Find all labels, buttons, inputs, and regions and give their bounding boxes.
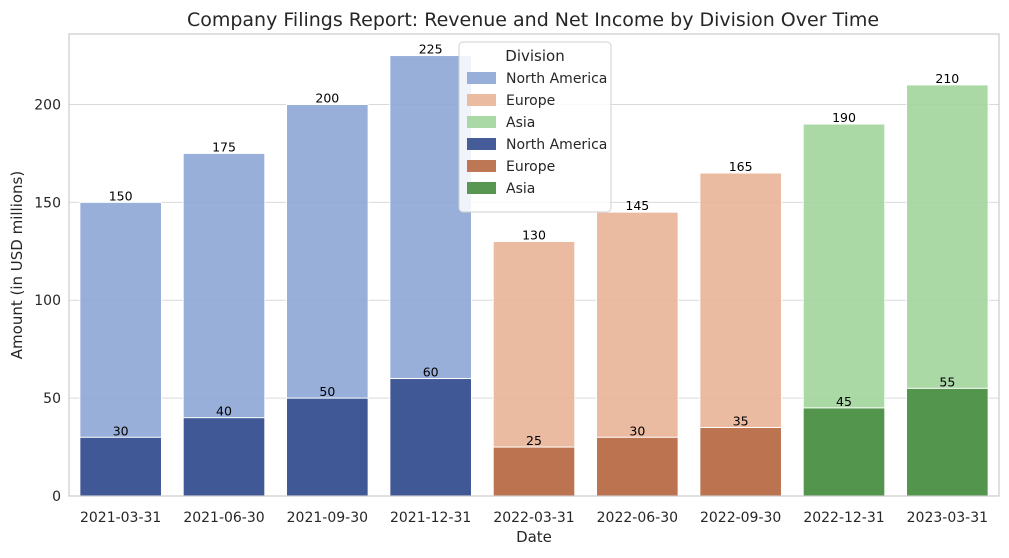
data-label: 225 <box>419 42 443 57</box>
x-tick-label: 2022-12-31 <box>803 510 884 526</box>
data-label: 165 <box>729 159 753 174</box>
data-label: 145 <box>625 198 649 213</box>
data-label: 200 <box>315 90 339 105</box>
data-label: 130 <box>522 228 546 243</box>
data-label: 210 <box>935 71 959 86</box>
x-tick-label: 2022-09-30 <box>700 510 781 526</box>
y-axis-label: Amount (in USD millions) <box>8 171 26 359</box>
data-label-layer: 150 175 200 225 130 145 165 190 210 30 40 50 60 25 30 3… <box>109 42 960 449</box>
legend-swatch <box>467 94 496 106</box>
legend-swatch <box>467 72 496 84</box>
y-tick-label: 150 <box>34 195 61 211</box>
axis-layer: 0 50 100 150 200 2021-03-31 2021-06-30 2021-09-… <box>34 33 1000 526</box>
bar-layer <box>79 55 989 497</box>
legend-swatch <box>467 138 496 150</box>
x-axis-label: Date <box>516 528 552 546</box>
bar-net_income-europe <box>492 446 576 497</box>
legend-swatch <box>467 182 496 194</box>
y-tick-label: 50 <box>43 391 61 407</box>
data-label: 25 <box>526 433 542 448</box>
data-label: 35 <box>733 413 749 428</box>
plot-frame <box>68 33 1000 497</box>
x-tick-label: 2022-06-30 <box>597 510 678 526</box>
y-tick-label: 200 <box>34 97 61 113</box>
bar-net_income-north-america <box>286 397 369 497</box>
legend-entry: North America <box>506 71 607 87</box>
data-label: 190 <box>832 110 856 125</box>
legend-entry: Asia <box>506 181 535 197</box>
data-label: 50 <box>319 384 335 399</box>
bar-net_income-north-america <box>389 378 472 497</box>
legend-entry: North America <box>506 137 607 153</box>
data-label: 150 <box>109 188 133 203</box>
data-label: 40 <box>216 404 232 419</box>
bar-net_income-asia <box>906 387 989 497</box>
bar-net_income-europe <box>596 436 679 497</box>
bar-net_income-north-america <box>79 436 162 497</box>
y-tick-label: 0 <box>52 489 61 505</box>
legend-entry: Europe <box>506 93 555 109</box>
legend-title: Division <box>505 47 564 65</box>
x-tick-label: 2021-03-31 <box>80 510 161 526</box>
data-label: 30 <box>113 423 129 438</box>
x-tick-label: 2021-12-31 <box>390 510 471 526</box>
legend-box <box>458 41 612 213</box>
data-label: 30 <box>629 423 645 438</box>
legend-swatch <box>467 116 496 128</box>
legend: Division North America Europe Asia North Ame… <box>458 41 612 213</box>
x-tick-label: 2021-06-30 <box>183 510 264 526</box>
legend-swatch <box>467 160 496 172</box>
x-tick-label: 2021-09-30 <box>287 510 368 526</box>
data-label: 175 <box>212 139 236 154</box>
chart-title: Company Filings Report: Revenue and Net … <box>187 9 879 31</box>
bar-net_income-europe <box>699 426 782 497</box>
x-tick-label: 2022-03-31 <box>493 510 574 526</box>
data-label: 45 <box>836 394 852 409</box>
bar-net_income-north-america <box>182 417 266 497</box>
legend-entry: Europe <box>506 159 555 175</box>
x-tick-label: 2023-03-31 <box>907 510 988 526</box>
legend-entry: Asia <box>506 115 535 131</box>
y-tick-label: 100 <box>34 293 61 309</box>
data-label: 55 <box>939 374 955 389</box>
data-label: 60 <box>423 365 439 380</box>
bar-net_income-asia <box>802 407 886 497</box>
